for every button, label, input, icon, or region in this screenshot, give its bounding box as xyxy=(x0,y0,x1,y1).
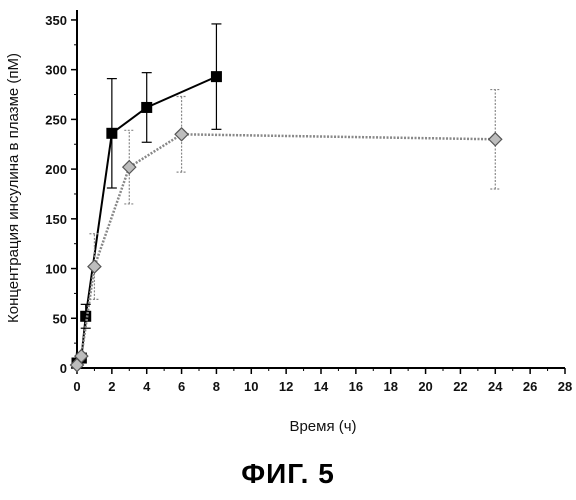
x-tick-label: 12 xyxy=(279,379,293,394)
series-0 xyxy=(72,24,222,369)
chart-svg: 050100150200250300350 024681012141618202… xyxy=(0,0,576,440)
series-line xyxy=(77,134,495,365)
x-tick-label: 0 xyxy=(73,379,80,394)
y-tick-label: 250 xyxy=(45,112,67,127)
series-layer xyxy=(71,24,502,372)
y-tick-label: 300 xyxy=(45,63,67,78)
data-point-square xyxy=(106,128,117,139)
x-tick-label: 18 xyxy=(383,379,397,394)
data-point-square xyxy=(211,71,222,82)
x-tick-label: 26 xyxy=(523,379,537,394)
x-tick-label: 20 xyxy=(418,379,432,394)
x-tick-label: 16 xyxy=(349,379,363,394)
figure-caption: ФИГ. 5 xyxy=(0,458,576,490)
y-tick-label: 50 xyxy=(53,311,67,326)
data-point-square xyxy=(141,102,152,113)
y-tick-label: 200 xyxy=(45,162,67,177)
x-tick-label: 14 xyxy=(314,379,329,394)
x-tick-label: 6 xyxy=(178,379,185,394)
data-point-diamond xyxy=(489,133,502,146)
data-point-diamond xyxy=(123,161,136,174)
x-tick-label: 24 xyxy=(488,379,503,394)
y-axis-title: Концентрация инсулина в плазме (пМ) xyxy=(5,53,22,323)
y-ticks: 0 50 100 150 200 250 300 350 xyxy=(45,13,77,376)
y-tick-label: 100 xyxy=(45,262,67,277)
x-tick-label: 2 xyxy=(108,379,115,394)
x-tick-label: 10 xyxy=(244,379,258,394)
series-1 xyxy=(71,90,502,372)
chart: 050100150200250300350 024681012141618202… xyxy=(0,0,576,440)
data-point-diamond xyxy=(175,128,188,141)
y-tick-label: 150 xyxy=(45,212,67,227)
x-tick-label: 4 xyxy=(143,379,151,394)
data-point-diamond xyxy=(88,260,101,273)
y-tick-label: 350 xyxy=(45,13,67,28)
y-tick-label: 0 xyxy=(60,361,67,376)
x-ticks: 0246810121416182022242628 xyxy=(73,368,572,394)
x-tick-label: 8 xyxy=(213,379,220,394)
x-axis-title: Время (ч) xyxy=(289,418,356,435)
x-tick-label: 22 xyxy=(453,379,467,394)
x-tick-label: 28 xyxy=(558,379,572,394)
